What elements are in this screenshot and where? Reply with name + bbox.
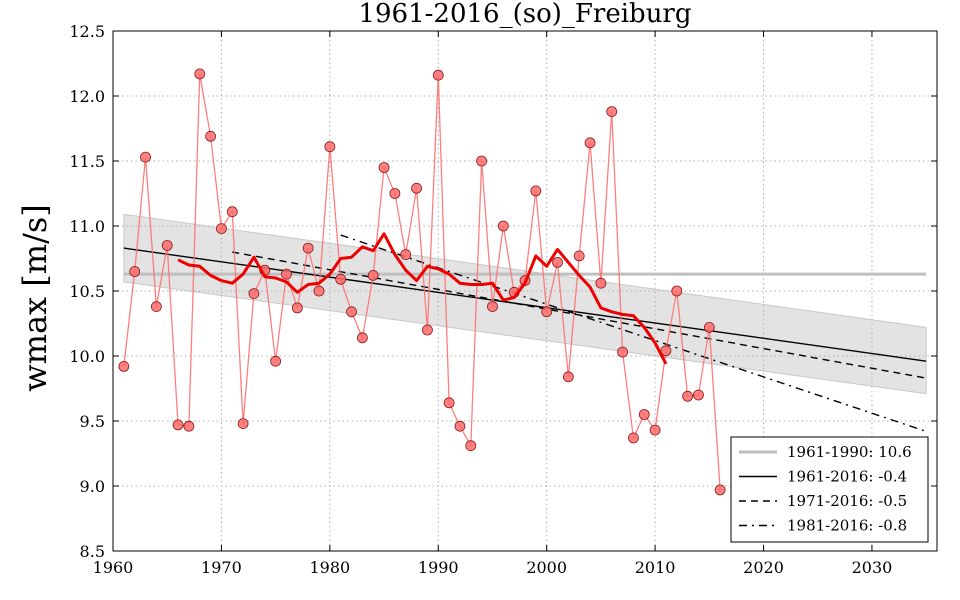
observation-point: [302, 242, 314, 254]
observation-point: [628, 432, 639, 444]
observation-point: [422, 324, 433, 336]
y-tick-label: 10.5: [69, 282, 105, 301]
observation-point: [150, 301, 162, 313]
legend-trend-solid-label: 1961-2016: -0.4: [787, 468, 907, 486]
observation-point: [118, 360, 130, 372]
observation-point: [443, 397, 455, 409]
x-tick-label: 1960: [93, 558, 134, 577]
y-tick-label: 12.0: [69, 87, 105, 106]
x-tick-label: 1970: [201, 558, 242, 577]
observation-point: [270, 355, 282, 367]
observation-point: [497, 220, 509, 232]
observation-point: [335, 273, 347, 285]
observation-point: [389, 188, 401, 199]
y-tick-label: 11.0: [69, 217, 105, 236]
y-tick-label: 12.5: [69, 22, 105, 41]
moving-average-layer: [177, 232, 668, 365]
legend-box: [730, 436, 929, 543]
observation-point: [703, 321, 715, 333]
observation-point: [530, 185, 542, 197]
observation-point: [476, 155, 488, 167]
observation-point: [205, 130, 216, 142]
observation-point: [291, 302, 303, 314]
x-tick-label: 1980: [309, 558, 350, 577]
observation-point: [281, 268, 292, 280]
observation-point: [671, 285, 683, 297]
chart-title: 1961-2016_(so)_Freiburg: [358, 0, 691, 29]
observation-point: [248, 288, 260, 300]
observation-points-layer: [118, 68, 726, 496]
observation-point: [194, 68, 206, 80]
y-tick-label: 9.0: [80, 477, 105, 496]
legend-trend-dashed-label: 1971-2016: -0.5: [787, 492, 907, 510]
observation-point: [129, 266, 141, 277]
observation-point: [584, 137, 596, 149]
y-tick-label: 10.0: [69, 347, 105, 366]
observation-point: [638, 409, 650, 420]
trend-line-solid: [123, 247, 927, 362]
observation-point: [573, 250, 585, 262]
y-tick-label: 11.5: [69, 152, 105, 171]
observation-point: [161, 240, 173, 251]
observation-point: [313, 285, 325, 297]
y-axis-label: wmax [m/s]: [16, 204, 54, 392]
x-tick-label: 2030: [852, 558, 893, 577]
observation-point: [454, 420, 466, 432]
observation-point: [216, 223, 227, 235]
observation-point: [367, 269, 379, 281]
observation-point: [226, 206, 238, 218]
observation-point: [617, 346, 628, 358]
observation-point: [400, 249, 412, 261]
observation-point: [541, 306, 553, 318]
observation-point: [465, 440, 477, 452]
y-tick-label: 8.5: [80, 542, 105, 561]
x-tick-label: 1990: [418, 558, 459, 577]
x-tick-label: 2000: [526, 558, 567, 577]
observation-point: [140, 151, 151, 163]
observation-point: [693, 389, 704, 401]
observation-point: [432, 69, 444, 81]
observation-point: [562, 371, 574, 383]
observation-point: [378, 162, 390, 173]
legend-reference-label: 1961-1990: 10.6: [787, 443, 912, 461]
observation-point: [172, 419, 184, 431]
y-tick-label: 9.5: [80, 412, 105, 431]
x-tick-label: 2020: [743, 558, 784, 577]
observation-point: [346, 306, 357, 318]
x-tick-label: 2010: [635, 558, 676, 577]
observation-point: [714, 484, 726, 496]
observation-point: [552, 256, 563, 268]
observation-point: [649, 424, 661, 436]
observation-point: [660, 345, 672, 357]
observation-point: [606, 106, 618, 117]
observation-point: [682, 390, 694, 402]
observation-point: [487, 301, 498, 313]
observation-point: [183, 420, 195, 432]
observation-point: [237, 418, 249, 430]
observation-point: [595, 277, 607, 289]
moving-average-line: [177, 232, 668, 365]
observation-point: [356, 332, 368, 344]
tick-layer: 1960 1970 1980 1990 2000 2010 2020 2030 8.5 9.0 9.…: [69, 22, 937, 577]
legend: 1961-1990: 10.6 1961-2016: -0.4 1971-2016:…: [730, 436, 929, 543]
trend-line-dashed: [232, 251, 927, 379]
observation-point: [324, 141, 336, 153]
observation-point: [411, 182, 422, 194]
legend-trend-dashdot-label: 1981-2016: -0.8: [787, 517, 907, 535]
